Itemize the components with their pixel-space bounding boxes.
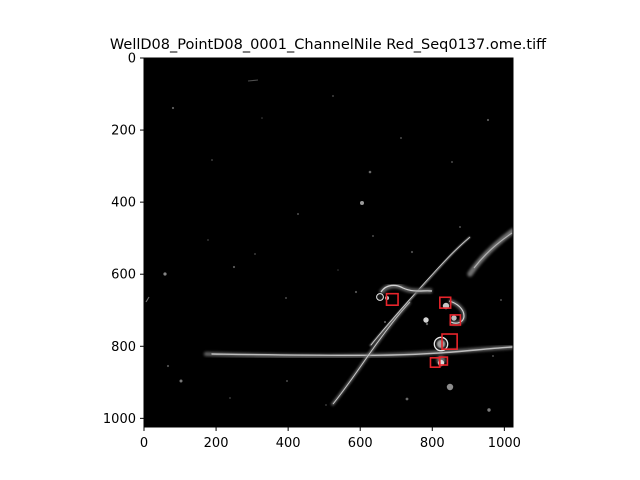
x-tick-label: 200	[204, 436, 229, 451]
detection-box	[438, 356, 449, 366]
detection-box	[385, 292, 399, 307]
y-tick-label: 0	[128, 52, 136, 67]
x-tick-label: 800	[420, 436, 445, 451]
cell-debris-filaments	[203, 228, 513, 406]
plot-frame	[143, 57, 514, 428]
x-tick-label: 600	[348, 436, 373, 451]
y-tick-label: 1000	[103, 412, 136, 427]
y-tick-label: 600	[111, 268, 136, 283]
detection-box	[441, 333, 458, 350]
detection-box	[439, 296, 452, 309]
detection-box	[449, 314, 462, 326]
x-axis: 0 200 400 600 800 1000	[140, 427, 521, 451]
x-tick-label: 0	[140, 436, 148, 451]
detection-boxes	[385, 292, 462, 368]
y-tick-label: 400	[111, 196, 136, 211]
x-tick-label: 1000	[488, 436, 521, 451]
microscopy-image	[144, 58, 513, 427]
y-tick-label: 800	[111, 340, 136, 355]
y-tick-label: 200	[111, 124, 136, 139]
image-background	[144, 58, 513, 427]
x-tick-label: 400	[276, 436, 301, 451]
figure-title: WellD08_PointD08_0001_ChannelNile Red_Se…	[110, 37, 547, 53]
y-axis: 0 200 400 600 800 1000	[103, 52, 144, 427]
